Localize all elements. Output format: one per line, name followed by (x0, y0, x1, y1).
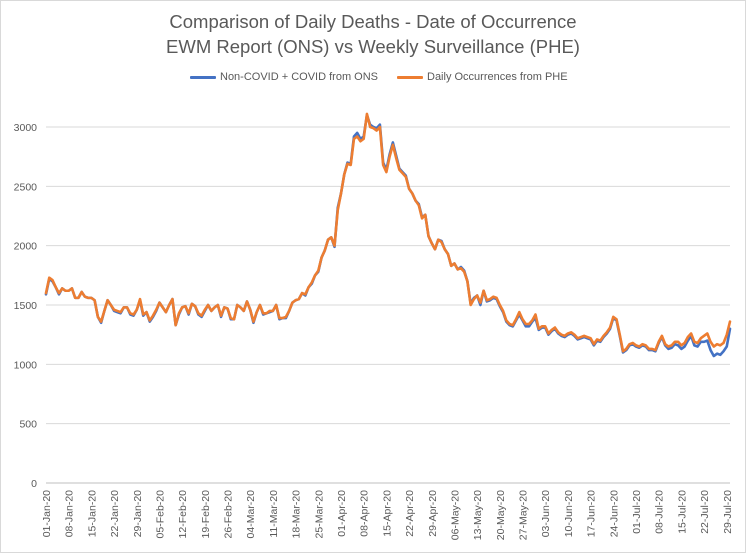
x-tick-label: 11-Mar-20 (268, 490, 280, 538)
x-tick-label: 10-Jun-20 (563, 490, 575, 537)
x-tick-label: 22-Jan-20 (109, 490, 121, 537)
x-tick-label: 04-Mar-20 (245, 490, 257, 539)
x-tick-label: 01-Jul-20 (631, 490, 643, 534)
x-tick-label: 08-Jul-20 (654, 490, 666, 534)
legend-item-ons: Non-COVID + COVID from ONS (190, 68, 378, 86)
x-tick-label: 22-Apr-20 (404, 490, 416, 537)
x-tick-label: 19-Feb-20 (200, 490, 212, 539)
y-tick-label: 1000 (14, 359, 38, 371)
x-tick-label: 08-Jan-20 (64, 490, 76, 537)
legend-item-phe: Daily Occurrences from PHE (397, 68, 568, 86)
x-tick-label: 15-Jan-20 (86, 490, 98, 537)
x-tick-label: 01-Apr-20 (336, 490, 348, 537)
series-line-phe (44, 112, 732, 353)
x-tick-label: 06-May-20 (449, 490, 461, 540)
x-tick-label: 15-Jul-20 (676, 490, 688, 534)
y-tick-label: 1500 (14, 300, 38, 312)
x-tick-label: 24-Jun-20 (608, 490, 620, 537)
y-tick-label: 500 (19, 419, 37, 431)
chart-subtitle: EWM Report (ONS) vs Weekly Surveillance … (166, 36, 580, 57)
x-tick-label: 25-Mar-20 (313, 490, 325, 539)
x-tick-label: 13-May-20 (472, 490, 484, 540)
y-tick-label: 0 (31, 478, 37, 490)
legend-swatch-phe (397, 75, 423, 79)
x-tick-label: 29-Jul-20 (722, 490, 734, 534)
x-tick-label: 03-Jun-20 (540, 490, 552, 537)
x-tick-label: 27-May-20 (518, 490, 530, 540)
x-tick-label: 01-Jan-20 (41, 490, 53, 537)
x-tick-label: 15-Apr-20 (381, 490, 393, 537)
x-tick-label: 29-Jan-20 (132, 490, 144, 537)
x-tick-label: 05-Feb-20 (154, 490, 166, 539)
y-tick-label: 2000 (14, 241, 38, 253)
legend-swatch-ons (190, 75, 216, 79)
legend-label-phe: Daily Occurrences from PHE (427, 71, 568, 83)
x-tick-label: 08-Apr-20 (359, 490, 371, 537)
legend: Non-COVID + COVID from ONS Daily Occurre… (0, 68, 746, 86)
x-tick-label: 17-Jun-20 (586, 490, 598, 537)
chart-title: Comparison of Daily Deaths - Date of Occ… (169, 11, 577, 32)
y-tick-label: 3000 (14, 122, 38, 134)
x-tick-label: 12-Feb-20 (177, 490, 189, 539)
x-tick-label: 29-Apr-20 (427, 490, 439, 537)
y-tick-label: 2500 (14, 181, 38, 193)
x-tick-label: 18-Mar-20 (291, 490, 303, 539)
legend-label-ons: Non-COVID + COVID from ONS (220, 71, 379, 83)
x-tick-label: 22-Jul-20 (699, 490, 711, 534)
x-tick-label: 20-May-20 (495, 490, 507, 540)
x-tick-label: 26-Feb-20 (223, 490, 235, 539)
